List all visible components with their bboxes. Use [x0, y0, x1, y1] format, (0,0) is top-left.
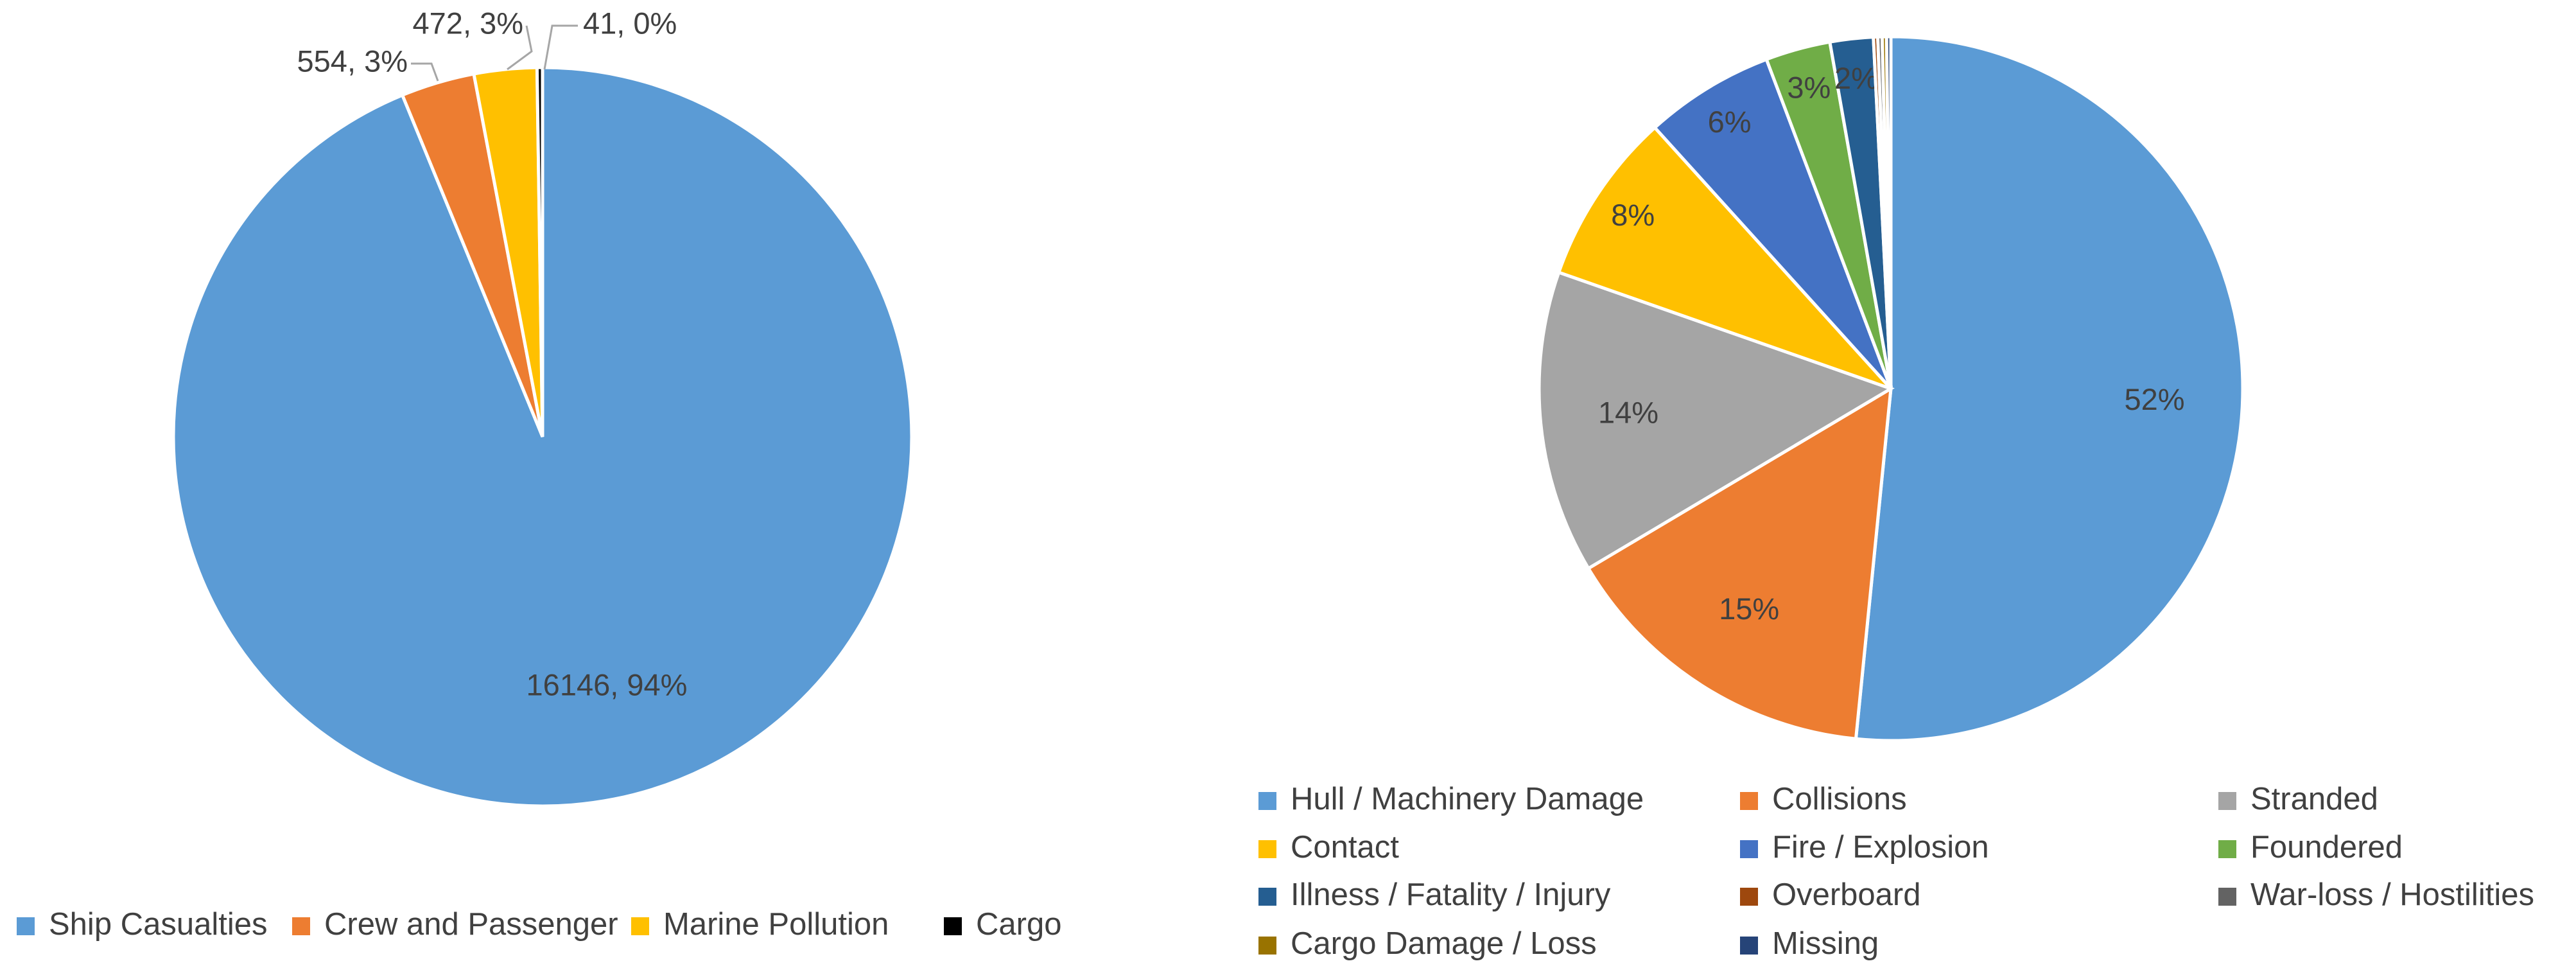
legend-item-war-loss-hostilities: War-loss / Hostilities	[2218, 877, 2534, 912]
pie2-slice-fire-explosion	[1652, 57, 1893, 390]
leader-line-crew-and-passenger	[411, 62, 439, 82]
legend-swatch-collisions	[1740, 792, 1758, 810]
legend-swatch-hull-machinery-damage	[1258, 792, 1276, 810]
data-label-hull-machinery-damage: 52%	[2124, 382, 2184, 416]
pie2-slice-stranded	[1537, 270, 1895, 571]
legend-label-illness-fatality-injury: Illness / Fatality / Injury	[1291, 877, 1611, 912]
legend-item-overboard: Overboard	[1740, 877, 1921, 912]
legend-label-hull-machinery-damage: Hull / Machinery Damage	[1291, 782, 1644, 816]
legend-swatch-contact	[1258, 840, 1276, 858]
legend-label-foundered: Foundered	[2250, 830, 2403, 865]
legend-swatch-illness-fatality-injury	[1258, 888, 1276, 906]
pie2-slice-collisions	[1586, 385, 1893, 741]
data-label-ship-casualties: 16146, 94%	[527, 667, 688, 701]
legend-item-ship-casualties: Ship Casualties	[17, 907, 267, 942]
legend-swatch-crew-and-passenger	[292, 917, 310, 935]
data-label-fire-explosion: 6%	[1708, 105, 1752, 139]
legend-item-marine-pollution: Marine Pollution	[631, 907, 889, 942]
legend-label-crew-and-passenger: Crew and Passenger	[324, 907, 618, 942]
legend-label-contact: Contact	[1291, 830, 1399, 865]
legend-swatch-missing	[1740, 937, 1758, 955]
legend-label-collisions: Collisions	[1772, 782, 1907, 816]
legend-item-contact: Contact	[1258, 830, 1399, 865]
data-label-stranded: 14%	[1598, 395, 1658, 429]
legend-item-fire-explosion: Fire / Explosion	[1740, 830, 1989, 865]
legend-item-cargo: Cargo	[944, 907, 1061, 942]
legend-ship-casualty-types: Hull / Machinery Damage Collisions Strande…	[1258, 782, 2534, 961]
legend-swatch-cargo	[944, 917, 962, 935]
legend-label-marine-pollution: Marine Pollution	[663, 907, 889, 942]
pie-chart-incident-categories: 16146, 94% 554, 3%472, 3% 41, 0%	[171, 6, 914, 808]
pie1-slice-cargo	[535, 66, 544, 437]
leader-line-marine-pollution	[507, 25, 533, 71]
legend-label-fire-explosion: Fire / Explosion	[1772, 830, 1989, 865]
legend-label-cargo-damage-loss: Cargo Damage / Loss	[1291, 926, 1597, 961]
legend-label-missing: Missing	[1772, 926, 1879, 961]
legend-item-missing: Missing	[1740, 926, 1879, 961]
legend-swatch-fire-explosion	[1740, 840, 1758, 858]
data-label-illness-fatality-injury: 2%	[1834, 61, 1878, 95]
pie2-slice-missing	[1884, 35, 1893, 389]
legend-item-illness-fatality-injury: Illness / Fatality / Injury	[1258, 877, 1611, 912]
pie2-slice-contact	[1556, 125, 1892, 391]
pie-chart-ship-casualty-types: 52% 15% 14% 8% 6% 3% 2%	[1537, 35, 2245, 743]
legend-item-foundered: Foundered	[2218, 830, 2403, 865]
legend-item-stranded: Stranded	[2218, 782, 2378, 816]
legend-swatch-ship-casualties	[17, 917, 35, 935]
legend-incident-categories: Ship Casualties Crew and Passenger Marine …	[17, 907, 1061, 942]
pie2-slice-hull-machinery-damage	[1854, 35, 2245, 743]
legend-item-cargo-damage-loss: Cargo Damage / Loss	[1258, 926, 1597, 961]
legend-label-overboard: Overboard	[1772, 877, 1921, 912]
legend-label-cargo: Cargo	[976, 907, 1061, 942]
legend-swatch-marine-pollution	[631, 917, 649, 935]
data-label-cargo: 41, 0%	[583, 6, 677, 40]
legend-swatch-cargo-damage-loss	[1258, 937, 1276, 955]
data-label-crew-and-passenger: 554, 3%	[297, 44, 408, 78]
data-label-contact: 8%	[1611, 198, 1655, 232]
legend-swatch-stranded	[2218, 792, 2236, 810]
legend-label-stranded: Stranded	[2250, 782, 2378, 816]
legend-item-hull-machinery-damage: Hull / Machinery Damage	[1258, 782, 1644, 816]
data-label-collisions: 15%	[1719, 592, 1779, 626]
leader-line-cargo	[543, 24, 578, 70]
legend-label-ship-casualties: Ship Casualties	[49, 907, 267, 942]
legend-swatch-overboard	[1740, 888, 1758, 906]
legend-item-crew-and-passenger: Crew and Passenger	[292, 907, 618, 942]
legend-swatch-foundered	[2218, 840, 2236, 858]
legend-item-collisions: Collisions	[1740, 782, 1907, 816]
data-label-foundered: 3%	[1787, 70, 1831, 104]
legend-label-war-loss-hostilities: War-loss / Hostilities	[2250, 877, 2534, 912]
data-label-marine-pollution: 472, 3%	[413, 6, 523, 40]
legend-swatch-war-loss-hostilities	[2218, 888, 2236, 906]
